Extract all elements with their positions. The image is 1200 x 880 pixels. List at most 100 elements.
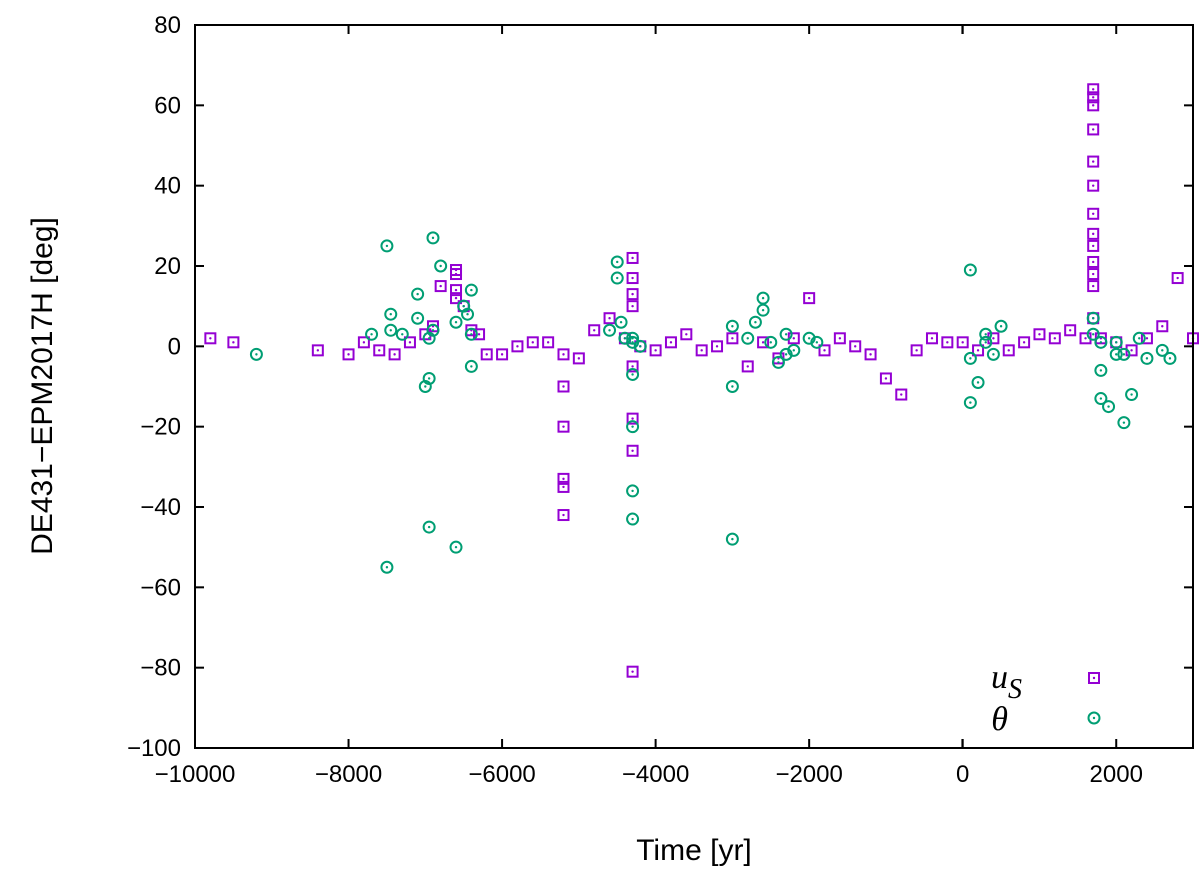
us-point (956, 336, 969, 349)
theta-point-center (623, 337, 627, 340)
theta-point (422, 371, 436, 385)
theta-point (365, 327, 379, 341)
theta-point (1117, 347, 1131, 361)
us-point (311, 344, 324, 357)
us-point-center (685, 333, 688, 336)
theta-point (464, 283, 478, 297)
us-point-center (1092, 212, 1095, 215)
theta-point-center (255, 353, 258, 356)
us-point (450, 284, 463, 297)
y-tick-label: −80 (140, 655, 181, 682)
us-point-center (631, 365, 634, 368)
us-point-center (631, 256, 634, 260)
theta-point-center (427, 525, 431, 529)
theta-point (756, 291, 770, 305)
us-point-center (232, 341, 235, 344)
theta-point-center (619, 321, 623, 324)
theta-point (449, 540, 463, 554)
theta-point-center (631, 517, 634, 521)
us-point (1087, 99, 1100, 112)
us-point-center (992, 337, 995, 340)
us-point (227, 336, 240, 349)
theta-point (384, 307, 398, 321)
us-point-center (1092, 104, 1095, 107)
us-point (357, 336, 370, 349)
us-point (803, 292, 816, 305)
us-point (1018, 336, 1031, 349)
theta-point (249, 347, 263, 361)
tick-labels-layer: −10000 −8000 −6000 −4000 −2000 0 2000 −100 −80 −6… (127, 12, 1143, 788)
us-point (496, 348, 509, 361)
us-point-center (961, 341, 964, 344)
us-point-center (946, 341, 949, 344)
us-point-center (669, 341, 673, 344)
us-point-center (347, 353, 350, 356)
plot-area (195, 25, 1193, 748)
theta-point-center (984, 341, 987, 344)
theta-point-center (631, 341, 634, 344)
theta-point (464, 359, 478, 373)
theta-point-center (969, 401, 972, 404)
us-point (925, 332, 938, 345)
us-point-center (393, 353, 396, 356)
us-point-center (500, 353, 504, 356)
us-point-center (976, 349, 980, 352)
us-point (695, 344, 708, 357)
theta-point (725, 380, 739, 393)
theta-point-center (792, 349, 795, 352)
theta-point-center (470, 365, 473, 368)
theta-point (994, 319, 1008, 333)
theta-point (1109, 335, 1123, 349)
theta-point-center (1115, 341, 1118, 344)
y-tick-label: 60 (154, 92, 181, 119)
theta-point (979, 335, 993, 349)
y-tick-label: 20 (154, 253, 181, 280)
us-point (542, 336, 555, 349)
theta-point-center (969, 357, 972, 360)
us-point (557, 480, 570, 493)
us-point (1064, 324, 1077, 337)
us-point (895, 388, 908, 401)
x-tick-label: −2000 (775, 761, 842, 788)
theta-point-center (401, 333, 404, 336)
y-tick-label: 0 (168, 333, 181, 360)
theta-point-center (616, 276, 619, 280)
theta-point (1109, 347, 1123, 361)
us-point-center (654, 349, 657, 352)
theta-point (986, 347, 1000, 361)
theta-point-center (389, 329, 392, 332)
us-point (626, 288, 639, 301)
plot-frame (194, 24, 1194, 749)
us-point (626, 360, 639, 373)
us-point-center (562, 385, 565, 388)
us-point (664, 336, 677, 349)
x-axis-title: Time [yr] (636, 834, 752, 867)
us-point (1087, 83, 1100, 96)
theta-point (434, 259, 448, 273)
theta-point-center (1122, 421, 1126, 424)
x-tick-label: −4000 (622, 761, 689, 788)
x-tick-label: −8000 (315, 761, 382, 788)
theta-point (626, 331, 640, 345)
theta-point-center (1122, 353, 1126, 356)
theta-point (614, 315, 628, 329)
legend-label-theta: θ (991, 701, 1008, 738)
theta-point-center (1092, 317, 1095, 320)
theta-point-center (431, 329, 435, 332)
theta-point (626, 420, 640, 434)
us-point-center (631, 449, 634, 452)
theta-point-center (631, 373, 634, 376)
us-point (1171, 272, 1184, 285)
legend-marker-us-dot (1092, 676, 1096, 680)
us-point-center (516, 345, 519, 348)
theta-point-center (1099, 341, 1103, 344)
us-point-center (915, 349, 918, 352)
us-point-center (1022, 341, 1026, 344)
us-point (557, 420, 570, 433)
us-point (1033, 328, 1046, 341)
us-point-center (316, 349, 320, 352)
x-tick-label: −10000 (155, 761, 236, 788)
us-point-center (1092, 244, 1095, 248)
y-tick-label: 80 (154, 12, 181, 39)
